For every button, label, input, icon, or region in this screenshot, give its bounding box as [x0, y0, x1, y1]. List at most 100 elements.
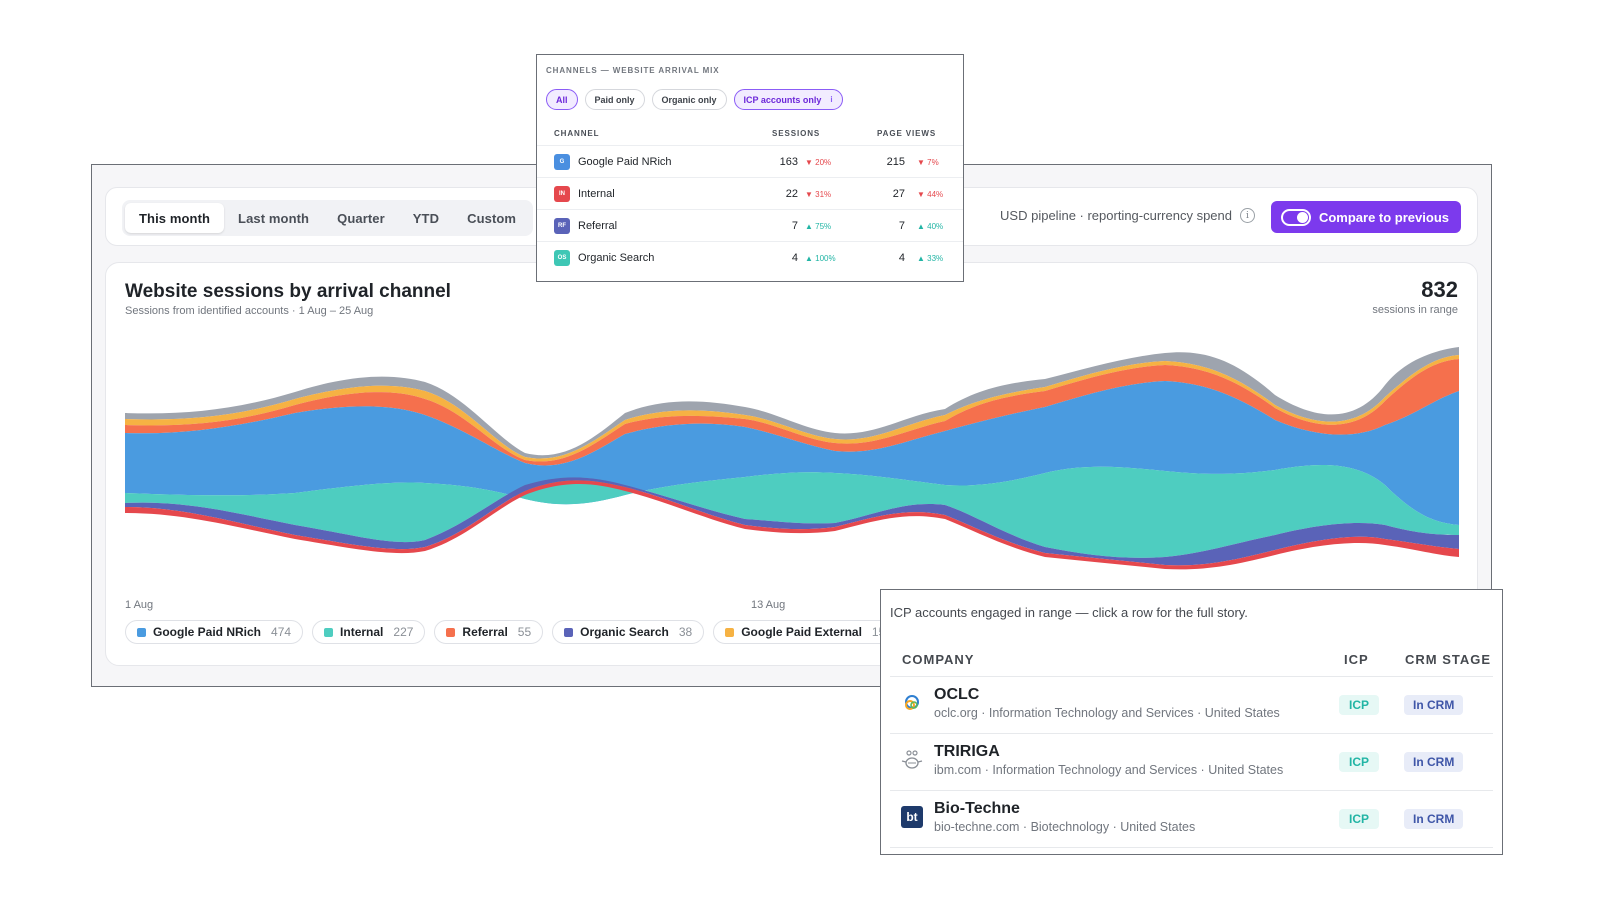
channels-table-header: CHANNEL SESSIONS PAGE VIEWS: [537, 121, 963, 145]
currency-note: USD pipeline · reporting-currency spend …: [1000, 208, 1255, 223]
icp-note: ICP accounts engaged in range — click a …: [890, 605, 1248, 620]
channel-badge-icon: G: [554, 154, 570, 170]
pageviews-delta: ▼ 7%: [917, 158, 939, 167]
toggle-icon[interactable]: [1280, 208, 1311, 226]
col-sessions: SESSIONS: [772, 129, 821, 138]
chart-title: Website sessions by arrival channel: [125, 281, 451, 302]
col-icp: ICP: [1344, 652, 1369, 667]
icp-accounts-panel: ICP accounts engaged in range — click a …: [880, 589, 1503, 855]
legend-google-paid-nrich[interactable]: Google Paid NRich 474: [125, 620, 304, 644]
table-row[interactable]: G Google Paid NRich 163 ▼ 20% 215 ▼ 7%: [537, 145, 963, 177]
sessions-value: 7: [791, 220, 798, 232]
col-crm-stage: CRM STAGE: [1405, 652, 1492, 667]
legend-swatch: [324, 627, 334, 637]
sessions-delta: ▲ 100%: [805, 254, 836, 263]
channels-table: CHANNEL SESSIONS PAGE VIEWS G Google Pai…: [537, 121, 963, 273]
stream-internal: [125, 465, 1459, 558]
sessions-value: 22: [785, 188, 798, 200]
company-meta: bio-techne.com · Biotechnology · United …: [934, 820, 1196, 834]
legend-referral[interactable]: Referral 55: [434, 620, 544, 644]
crm-stage-badge: In CRM: [1404, 695, 1464, 715]
divider: [890, 676, 1493, 677]
table-row[interactable]: TRIRIGA ibm.com · Information Technology…: [890, 734, 1493, 790]
table-row[interactable]: IN Internal 22 ▼ 31% 27 ▼ 44%: [537, 177, 963, 209]
legend-organic-search[interactable]: Organic Search 38: [552, 620, 705, 644]
channel-name: Google Paid NRich: [578, 156, 672, 168]
stream-google-paid-nrich: [125, 381, 1459, 525]
legend-swatch: [725, 627, 735, 637]
filter-all[interactable]: All: [546, 89, 578, 110]
tririga-logo-icon: [900, 748, 924, 772]
sessions-delta: ▲ 75%: [805, 222, 832, 231]
info-icon[interactable]: i: [1240, 208, 1255, 223]
channel-filters: All Paid only Organic only ICP accounts …: [546, 89, 843, 110]
info-icon[interactable]: i: [830, 95, 833, 104]
period-ytd[interactable]: YTD: [412, 210, 440, 226]
divider: [890, 847, 1493, 848]
crm-stage-badge: In CRM: [1404, 809, 1464, 829]
channel-name: Internal: [578, 188, 615, 200]
sessions-value: 163: [779, 156, 798, 168]
icp-badge: ICP: [1339, 695, 1380, 715]
company-name: TRIRIGA: [934, 743, 1000, 760]
compare-to-previous-button[interactable]: Compare to previous: [1270, 201, 1461, 233]
legend-swatch: [564, 627, 574, 637]
bio-techne-logo-text: bt: [906, 810, 918, 824]
pageviews-value: 27: [892, 188, 905, 200]
legend-count: 55: [517, 625, 532, 639]
col-channel: CHANNEL: [554, 129, 600, 138]
sessions-value: 4: [791, 252, 798, 264]
pageviews-value: 7: [898, 220, 905, 232]
legend-internal[interactable]: Internal 227: [312, 620, 426, 644]
legend-label: Organic Search: [580, 625, 669, 639]
divider: [890, 790, 1493, 791]
x-tick-13-aug: 13 Aug: [751, 599, 786, 611]
filter-paid-only[interactable]: Paid only: [584, 89, 645, 110]
table-row[interactable]: RF Referral 7 ▲ 75% 7 ▲ 40%: [537, 209, 963, 241]
table-row[interactable]: OS Organic Search 4 ▲ 100% 4 ▲ 33%: [537, 241, 963, 273]
period-selector: This month Last month Quarter YTD Custom: [122, 200, 534, 236]
sessions-chart-card: Website sessions by arrival channel Sess…: [105, 262, 1478, 666]
table-row[interactable]: OCLC oclc.org · Information Technology a…: [890, 677, 1493, 733]
period-quarter[interactable]: Quarter: [337, 210, 385, 226]
period-this-month[interactable]: This month: [125, 203, 225, 233]
company-name: Bio-Techne: [934, 800, 1020, 817]
chart-subtitle: Sessions from identified accounts · 1 Au…: [125, 305, 374, 317]
pageviews-value: 4: [898, 252, 905, 264]
divider: [890, 733, 1493, 734]
channel-badge-icon: RF: [554, 218, 570, 234]
table-row[interactable]: bt Bio-Techne bio-techne.com · Biotechno…: [890, 791, 1493, 847]
crm-stage-badge: In CRM: [1404, 752, 1464, 772]
pageviews-value: 215: [886, 156, 905, 168]
x-tick-1-aug: 1 Aug: [125, 599, 154, 611]
legend-label: Internal: [340, 625, 384, 639]
legend-google-paid-external[interactable]: Google Paid External 15: [713, 620, 898, 644]
icp-badge: ICP: [1339, 752, 1380, 772]
company-name: OCLC: [934, 686, 980, 703]
sessions-total-label: sessions in range: [1372, 304, 1458, 316]
channels-popover: CHANNELS — WEBSITE ARRIVAL MIX All Paid …: [536, 54, 964, 282]
oclc-logo-icon: [900, 691, 924, 715]
filter-icp-label: ICP accounts only: [743, 94, 822, 105]
legend-label: Google Paid External: [741, 625, 862, 639]
channels-heading: CHANNELS — WEBSITE ARRIVAL MIX: [546, 66, 720, 75]
pageviews-delta: ▼ 44%: [917, 190, 944, 199]
legend-label: Referral: [462, 625, 508, 639]
chart-legend: Google Paid NRich 474 Internal 227 Refer…: [125, 620, 898, 644]
sessions-total: 832: [1421, 277, 1458, 302]
period-custom[interactable]: Custom: [467, 210, 517, 226]
filter-organic-only[interactable]: Organic only: [651, 89, 727, 110]
bio-techne-logo-icon: bt: [901, 806, 923, 828]
channel-name: Organic Search: [578, 252, 655, 264]
legend-count: 474: [271, 625, 292, 639]
pageviews-delta: ▲ 40%: [917, 222, 944, 231]
pageviews-delta: ▲ 33%: [917, 254, 944, 263]
legend-count: 38: [678, 625, 693, 639]
company-meta: oclc.org · Information Technology and Se…: [934, 706, 1280, 720]
filter-icp-accounts-only[interactable]: ICP accounts only i: [733, 89, 843, 110]
period-last-month[interactable]: Last month: [238, 210, 310, 226]
streamgraph: [125, 347, 1459, 570]
currency-note-text: USD pipeline · reporting-currency spend: [1000, 208, 1232, 223]
icp-badge: ICP: [1339, 809, 1380, 829]
col-page-views: PAGE VIEWS: [877, 129, 937, 138]
